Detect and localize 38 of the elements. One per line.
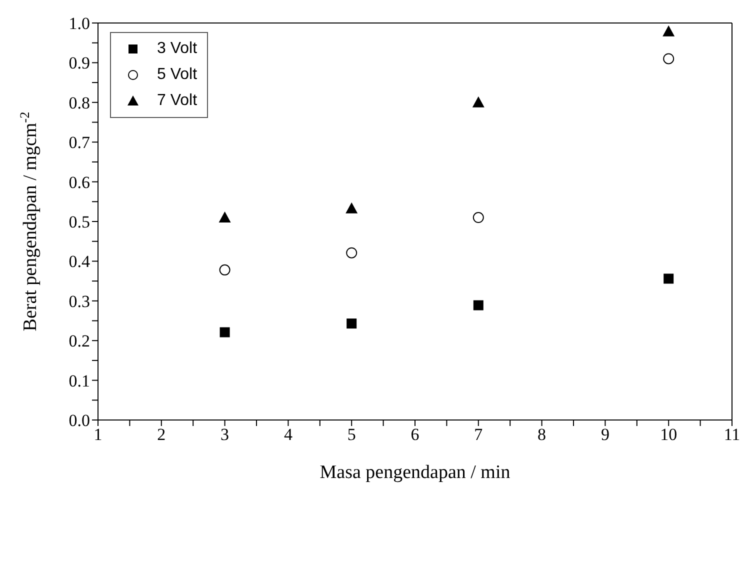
point xyxy=(219,264,230,276)
x-tick-label: 4 xyxy=(284,425,293,444)
x-tick-label: 3 xyxy=(220,425,230,444)
point xyxy=(346,202,358,214)
point xyxy=(663,53,674,64)
y-tick-label: 0.3 xyxy=(68,292,90,311)
y-tick-label: 0.5 xyxy=(68,212,90,232)
x-tick-label: 6 xyxy=(410,425,420,444)
y-tick-label: 0.7 xyxy=(68,133,90,152)
point xyxy=(346,318,357,329)
y-tick-label: 0.6 xyxy=(68,172,90,192)
y-tick-label: 0.2 xyxy=(68,332,90,351)
legend-label: 7 Volt xyxy=(157,92,198,110)
x-tick-label: 10 xyxy=(660,425,678,444)
y-tick-label: 1.0 xyxy=(68,14,90,34)
x-tick-label: 5 xyxy=(347,425,356,444)
point xyxy=(218,212,231,223)
x-tick-label: 1 xyxy=(94,425,102,444)
point xyxy=(472,212,484,224)
x-tick-label: 7 xyxy=(474,425,484,444)
y-tick-label: 0.9 xyxy=(68,54,90,73)
y-tick-label: 0.4 xyxy=(68,252,90,272)
point xyxy=(472,96,484,108)
legend-label: 5 Volt xyxy=(157,66,198,84)
x-tick-label: 8 xyxy=(538,425,546,444)
x-tick-label: 9 xyxy=(600,425,610,444)
y-tick-label: 0.8 xyxy=(68,93,90,112)
x-axis-title: Masa pengendapan / min xyxy=(320,462,511,483)
point xyxy=(662,25,675,36)
y-tick-label: 0.0 xyxy=(68,411,90,430)
legend-label: 3 Volt xyxy=(157,40,198,58)
point xyxy=(664,274,674,284)
point xyxy=(473,300,484,310)
x-tick-label: 2 xyxy=(157,425,166,444)
point xyxy=(220,327,230,338)
x-tick-label: 11 xyxy=(724,425,740,444)
y-tick-label: 0.1 xyxy=(68,371,90,390)
point xyxy=(346,247,358,258)
